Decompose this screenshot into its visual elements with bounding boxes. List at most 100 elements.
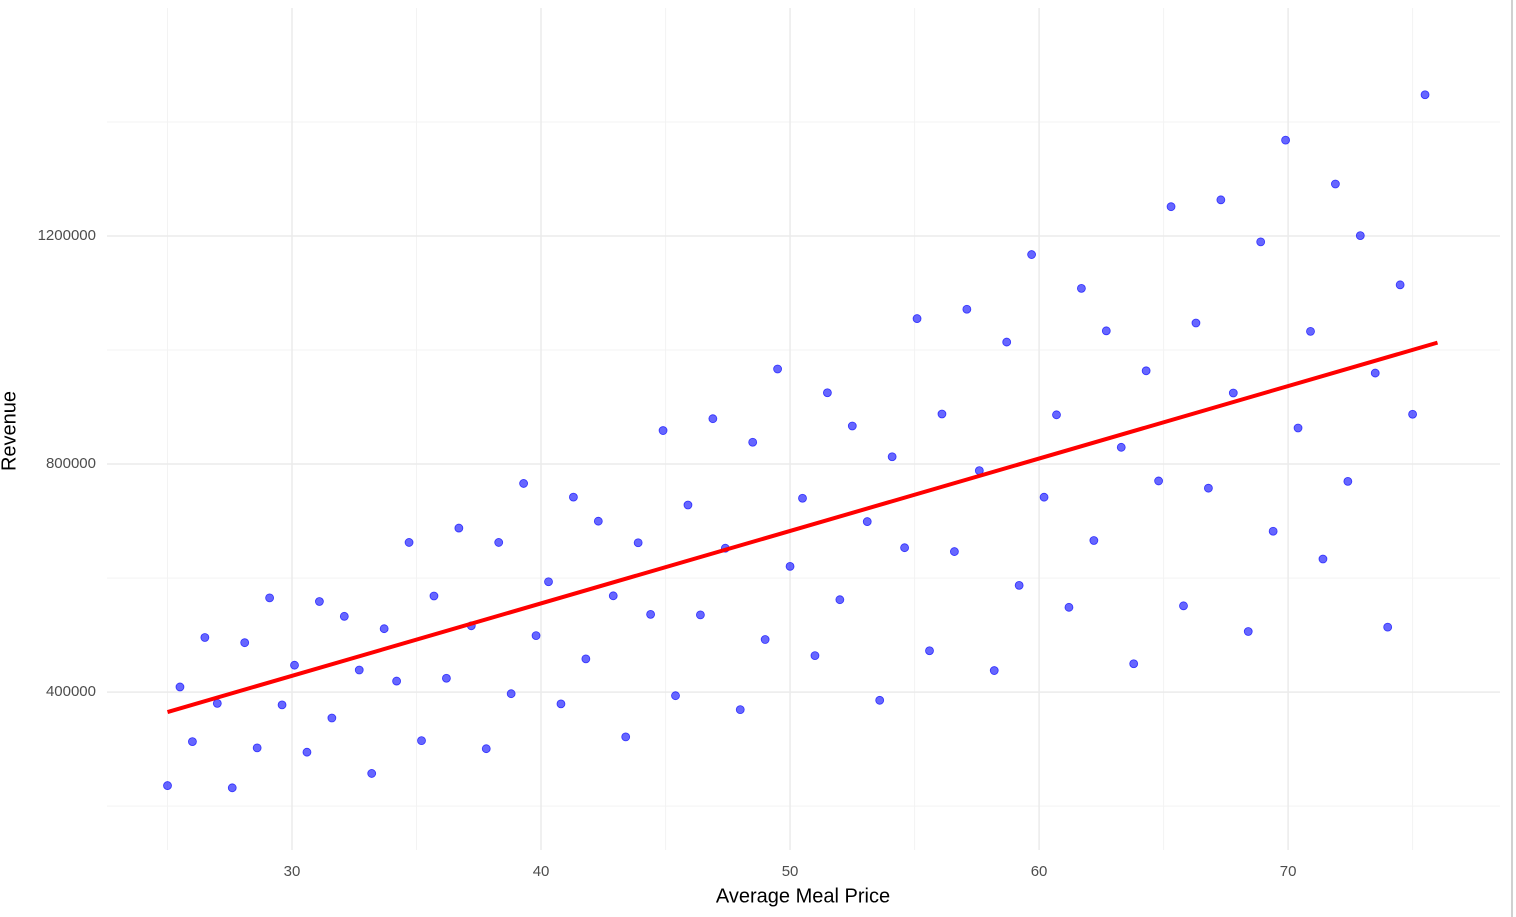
point bbox=[683, 500, 693, 510]
point bbox=[367, 769, 377, 778]
point bbox=[1141, 366, 1151, 376]
point bbox=[887, 452, 897, 462]
x-axis-title: Average Meal Price bbox=[716, 885, 890, 907]
point bbox=[1116, 442, 1126, 452]
point bbox=[1420, 90, 1430, 100]
point bbox=[621, 732, 631, 742]
point bbox=[925, 646, 934, 656]
x-tick-label: 50 bbox=[782, 863, 799, 880]
point bbox=[1228, 388, 1238, 398]
point bbox=[581, 654, 591, 664]
point bbox=[379, 624, 389, 634]
point bbox=[937, 409, 947, 419]
point bbox=[1179, 601, 1188, 611]
point bbox=[188, 737, 197, 747]
point bbox=[1355, 231, 1365, 241]
point bbox=[252, 743, 262, 753]
point bbox=[708, 414, 718, 424]
point bbox=[962, 304, 972, 314]
fit-line bbox=[166, 340, 1439, 714]
point bbox=[785, 561, 795, 571]
point bbox=[354, 665, 364, 675]
point bbox=[1281, 135, 1290, 145]
point bbox=[277, 700, 287, 710]
point bbox=[748, 437, 758, 447]
point bbox=[442, 673, 451, 683]
point bbox=[429, 591, 439, 601]
point bbox=[1330, 179, 1340, 189]
x-tick-label: 30 bbox=[284, 863, 301, 880]
point bbox=[1039, 492, 1049, 502]
point bbox=[810, 651, 820, 661]
point bbox=[1077, 283, 1086, 293]
point bbox=[875, 695, 885, 705]
x-tick-label: 40 bbox=[533, 863, 550, 880]
point bbox=[671, 691, 680, 701]
point bbox=[1064, 602, 1074, 612]
point bbox=[315, 597, 324, 606]
point bbox=[1027, 250, 1036, 259]
point bbox=[392, 676, 402, 686]
point bbox=[950, 547, 959, 556]
point bbox=[900, 543, 910, 553]
y-tick-label: 400000 bbox=[46, 683, 96, 700]
point bbox=[1089, 536, 1099, 545]
x-tick-label: 70 bbox=[1280, 863, 1297, 880]
point bbox=[481, 744, 491, 754]
point bbox=[1343, 476, 1353, 486]
point bbox=[760, 635, 770, 644]
point bbox=[823, 388, 832, 398]
point bbox=[531, 631, 541, 640]
point bbox=[417, 736, 426, 746]
point bbox=[1216, 195, 1226, 205]
point bbox=[1014, 580, 1024, 590]
point bbox=[240, 638, 250, 648]
point bbox=[200, 633, 210, 642]
point bbox=[1408, 409, 1417, 419]
point bbox=[608, 591, 618, 601]
point bbox=[658, 426, 668, 435]
point bbox=[519, 479, 529, 488]
point bbox=[773, 364, 783, 374]
point bbox=[265, 593, 275, 603]
point bbox=[544, 577, 553, 587]
point bbox=[1052, 410, 1061, 420]
x-tick-label: 60 bbox=[1031, 863, 1048, 880]
point bbox=[912, 314, 922, 323]
marks bbox=[163, 90, 1439, 793]
point bbox=[1129, 659, 1139, 669]
labels: 30 40 50 60 70 400000 800000 1200000 bbox=[38, 227, 1297, 880]
grid bbox=[107, 8, 1500, 850]
point bbox=[862, 517, 872, 526]
point bbox=[1191, 318, 1201, 328]
point bbox=[339, 611, 349, 621]
point bbox=[454, 523, 464, 533]
point bbox=[798, 493, 807, 503]
point bbox=[593, 516, 603, 526]
point bbox=[290, 660, 299, 670]
point bbox=[1101, 326, 1111, 336]
point bbox=[989, 666, 999, 675]
point bbox=[735, 705, 745, 715]
point bbox=[1243, 627, 1253, 636]
point bbox=[1383, 622, 1393, 632]
point bbox=[163, 781, 172, 790]
point bbox=[1370, 368, 1380, 378]
point bbox=[404, 538, 414, 547]
point bbox=[1002, 337, 1012, 347]
point bbox=[327, 713, 337, 723]
point bbox=[569, 492, 578, 502]
point bbox=[1318, 554, 1328, 564]
point bbox=[1268, 526, 1278, 536]
point bbox=[494, 538, 504, 547]
point bbox=[1154, 476, 1163, 486]
point bbox=[1256, 237, 1266, 247]
point bbox=[212, 698, 222, 708]
point bbox=[556, 699, 566, 709]
point bbox=[835, 595, 845, 605]
y-tick-label: 800000 bbox=[46, 455, 96, 472]
point bbox=[1293, 423, 1303, 433]
